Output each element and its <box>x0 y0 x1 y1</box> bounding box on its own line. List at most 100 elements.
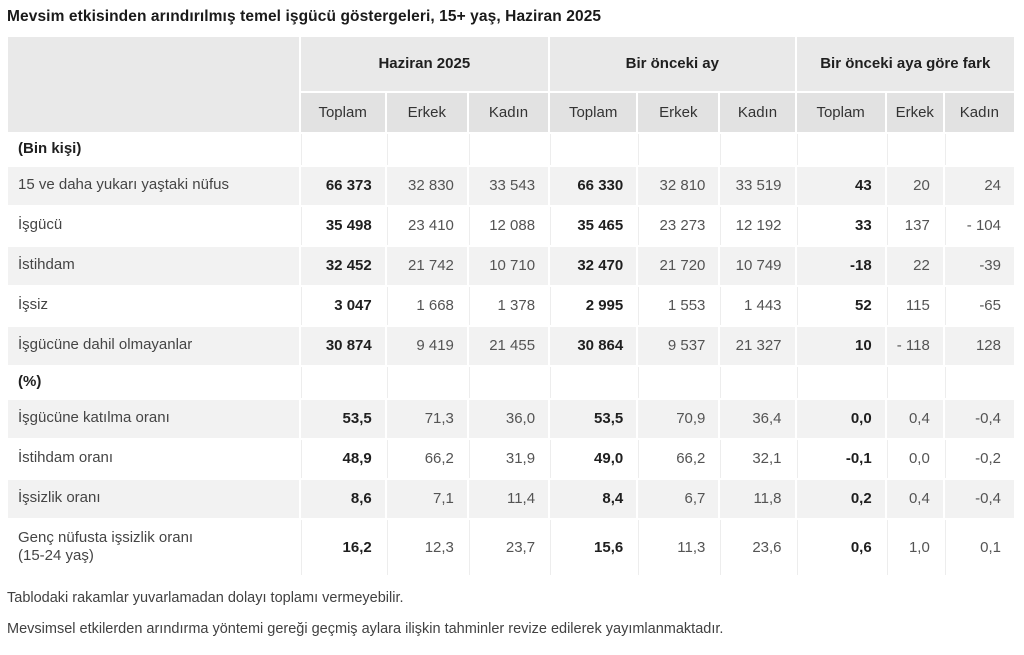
col-group-previous-month: Bir önceki ay <box>550 37 795 91</box>
value-cell: 35 465 <box>550 206 637 245</box>
value-cell: 70,9 <box>638 399 719 438</box>
empty-cell <box>944 134 1014 165</box>
footnotes: Tablodaki rakamlar yuvarlamadan dolayı t… <box>7 590 1018 639</box>
row-label: Genç nüfusta işsizlik oranı (15-24 yaş) <box>8 519 299 575</box>
corner-cell <box>8 37 299 132</box>
labor-force-table: Haziran 2025 Bir önceki ay Bir önceki ay… <box>6 35 1016 577</box>
value-cell: 33 543 <box>468 166 549 205</box>
value-cell: 16,2 <box>300 519 385 575</box>
value-cell: 3 047 <box>300 286 385 325</box>
value-cell: 8,4 <box>550 479 637 518</box>
value-cell: 2 995 <box>550 286 637 325</box>
value-cell: 0,0 <box>796 399 885 438</box>
col-header-kadin: Kadın <box>944 93 1014 132</box>
table-row: İşsizlik oranı 8,6 7,1 11,4 8,4 6,7 11,8 0,2 0,4… <box>8 479 1014 518</box>
footnote-rounding: Tablodaki rakamlar yuvarlamadan dolayı t… <box>7 590 404 606</box>
col-group-difference: Bir önceki aya göre fark <box>796 37 1014 91</box>
value-cell: 0,4 <box>886 399 943 438</box>
value-cell: 71,3 <box>386 399 467 438</box>
value-cell: -0,2 <box>944 439 1014 478</box>
value-cell: 11,3 <box>638 519 719 575</box>
value-cell: 9 419 <box>386 326 467 365</box>
table-row: 15 ve daha yukarı yaştaki nüfus 66 373 32 … <box>8 166 1014 205</box>
value-cell: 33 519 <box>720 166 795 205</box>
col-header-erkek: Erkek <box>386 93 467 132</box>
table-row: İstihdam oranı 48,9 66,2 31,9 49,0 66,2 32,1 -0… <box>8 439 1014 478</box>
value-cell: 1 668 <box>386 286 467 325</box>
value-cell: 66,2 <box>638 439 719 478</box>
value-cell: 0,0 <box>886 439 943 478</box>
value-cell: 36,4 <box>720 399 795 438</box>
value-cell: 9 537 <box>638 326 719 365</box>
empty-cell <box>720 366 795 398</box>
value-cell: 30 874 <box>300 326 385 365</box>
value-cell: 43 <box>796 166 885 205</box>
value-cell: 1 553 <box>638 286 719 325</box>
col-header-toplam: Toplam <box>300 93 385 132</box>
value-cell: 12 088 <box>468 206 549 245</box>
empty-cell <box>720 134 795 165</box>
footnote-revision: Mevsimsel etkilerden arındırma yöntemi g… <box>7 621 724 638</box>
value-cell: - 118 <box>886 326 943 365</box>
row-label: İstihdam oranı <box>8 439 299 478</box>
value-cell: 32,1 <box>720 439 795 478</box>
value-cell: 66 373 <box>300 166 385 205</box>
value-cell: -65 <box>944 286 1014 325</box>
row-label: İşsizlik oranı <box>8 479 299 518</box>
value-cell: 0,2 <box>796 479 885 518</box>
empty-cell <box>886 366 943 398</box>
value-cell: 20 <box>886 166 943 205</box>
page-title: Mevsim etkisinden arındırılmış temel işg… <box>7 8 602 25</box>
value-cell: 15,6 <box>550 519 637 575</box>
empty-cell <box>550 134 637 165</box>
sub-header-row: Toplam Erkek Kadın Toplam Erkek Kadın To… <box>8 93 1014 132</box>
page: Mevsim etkisinden arındırılmış temel işg… <box>6 8 1018 639</box>
value-cell: 66 330 <box>550 166 637 205</box>
value-cell: 12,3 <box>386 519 467 575</box>
table-row: Genç nüfusta işsizlik oranı (15-24 yaş) 1… <box>8 519 1014 575</box>
value-cell: 1 443 <box>720 286 795 325</box>
value-cell: 137 <box>886 206 943 245</box>
empty-cell <box>944 366 1014 398</box>
empty-cell <box>468 366 549 398</box>
row-label: 15 ve daha yukarı yaştaki nüfus <box>8 166 299 205</box>
empty-cell <box>796 134 885 165</box>
value-cell: 49,0 <box>550 439 637 478</box>
col-group-current-month: Haziran 2025 <box>300 37 549 91</box>
value-cell: 33 <box>796 206 885 245</box>
value-cell: 66,2 <box>386 439 467 478</box>
value-cell: - 104 <box>944 206 1014 245</box>
table-row: İşsiz 3 047 1 668 1 378 2 995 1 553 1 443 52 115… <box>8 286 1014 325</box>
value-cell: 10 <box>796 326 885 365</box>
group-header-row: Haziran 2025 Bir önceki ay Bir önceki ay… <box>8 37 1014 132</box>
value-cell: 30 864 <box>550 326 637 365</box>
value-cell: 0,6 <box>796 519 885 575</box>
value-cell: 21 742 <box>386 246 467 285</box>
row-label: İşgücü <box>8 206 299 245</box>
value-cell: 53,5 <box>550 399 637 438</box>
empty-cell <box>468 134 549 165</box>
value-cell: 21 455 <box>468 326 549 365</box>
value-cell: 10 710 <box>468 246 549 285</box>
col-header-kadin: Kadın <box>468 93 549 132</box>
table-row: İstihdam 32 452 21 742 10 710 32 470 21 720 10… <box>8 246 1014 285</box>
value-cell: 128 <box>944 326 1014 365</box>
value-cell: 48,9 <box>300 439 385 478</box>
empty-cell <box>886 134 943 165</box>
value-cell: 36,0 <box>468 399 549 438</box>
section-label: (Bin kişi) <box>8 134 299 165</box>
value-cell: 35 498 <box>300 206 385 245</box>
table-row: İşgücüne katılma oranı 53,5 71,3 36,0 53,5 70… <box>8 399 1014 438</box>
table-row: İşgücüne dahil olmayanlar 30 874 9 419 21 4… <box>8 326 1014 365</box>
table-body: (Bin kişi) 15 ve daha yukarı yaştaki nüfu… <box>8 134 1014 575</box>
value-cell: 11,8 <box>720 479 795 518</box>
value-cell: 23,6 <box>720 519 795 575</box>
value-cell: 115 <box>886 286 943 325</box>
value-cell: 1,0 <box>886 519 943 575</box>
value-cell: 53,5 <box>300 399 385 438</box>
value-cell: 22 <box>886 246 943 285</box>
value-cell: -0,4 <box>944 399 1014 438</box>
value-cell: 24 <box>944 166 1014 205</box>
value-cell: 21 327 <box>720 326 795 365</box>
section-label: (%) <box>8 366 299 398</box>
